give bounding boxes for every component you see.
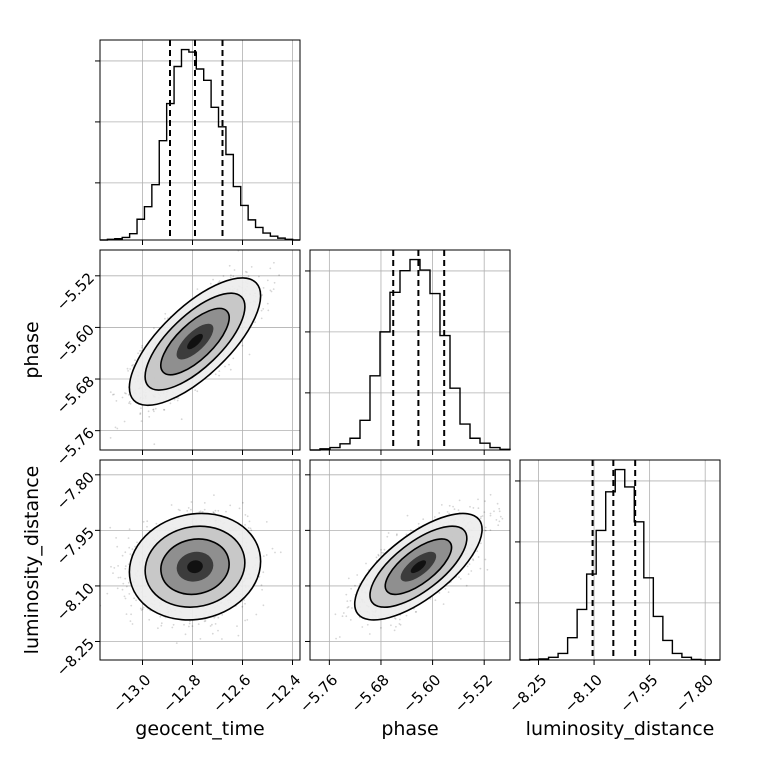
x-tick-label: −5.60	[399, 671, 444, 716]
x-tick-label: −12.8	[159, 671, 204, 716]
y-tick-label: −8.10	[53, 579, 98, 624]
y-axis-label-luminosity_distance: luminosity_distance	[21, 466, 43, 655]
x-tick-label: −7.95	[616, 671, 661, 716]
histogram-luminosity_distance	[520, 468, 720, 661]
histogram-geocent_time	[100, 48, 300, 241]
x-tick-label: −13.0	[109, 671, 154, 716]
panel-frame	[99, 249, 301, 451]
x-tick-label: −5.76	[296, 671, 341, 716]
y-tick-label: −5.52	[53, 269, 98, 314]
hist-panel-geocent_time	[95, 39, 301, 245]
density-contour-4	[187, 333, 203, 350]
x-axis-label-luminosity_distance: luminosity_distance	[526, 718, 715, 740]
panel-frame	[309, 249, 511, 451]
density-contour-4	[410, 560, 427, 574]
x-tick-label: −12.4	[259, 671, 304, 716]
histogram-phase	[310, 258, 511, 451]
x-tick-label: −7.80	[672, 671, 717, 716]
y-tick-label: −5.68	[53, 372, 98, 417]
grid	[520, 460, 720, 660]
panel-frame	[309, 459, 511, 661]
scatter-panel-phase-vs-geocent_time	[95, 249, 301, 455]
scatter-panel-luminosity_distance-vs-geocent_time	[95, 459, 301, 665]
hist-panel-luminosity_distance	[515, 459, 721, 665]
x-axis-label-geocent_time: geocent_time	[135, 718, 264, 740]
x-tick-label: −5.68	[348, 671, 393, 716]
panel-frame	[519, 459, 721, 661]
x-tick-label: −5.52	[451, 671, 496, 716]
x-axis-label-phase: phase	[381, 718, 438, 740]
y-axis-label-phase: phase	[21, 321, 43, 378]
y-tick-label: −8.25	[53, 635, 98, 680]
grid	[310, 250, 510, 450]
x-tick-label: −8.25	[505, 671, 550, 716]
panel-frame	[99, 459, 301, 661]
x-tick-label: −8.10	[561, 671, 606, 716]
hist-panel-phase	[305, 249, 511, 455]
y-tick-label: −5.60	[53, 321, 98, 366]
panel-frame	[99, 39, 301, 241]
grid	[100, 40, 300, 240]
y-tick-label: −7.80	[53, 468, 98, 513]
density-contour-4	[187, 560, 203, 574]
y-tick-label: −5.76	[53, 424, 98, 469]
x-tick-label: −12.6	[209, 671, 254, 716]
scatter-panel-luminosity_distance-vs-phase	[305, 459, 511, 665]
y-tick-label: −7.95	[53, 524, 98, 569]
